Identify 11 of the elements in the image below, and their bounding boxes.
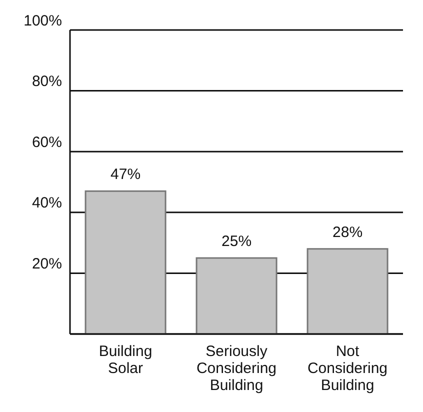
y-tick-label: 100% [24, 12, 62, 30]
x-tick-label: Not Considering Building [307, 343, 388, 394]
y-tick-label: 80% [32, 73, 62, 90]
data-label: 25% [222, 233, 252, 250]
data-label: 28% [332, 224, 363, 241]
y-tick-label: 40% [32, 194, 62, 212]
x-tick-label: Building Solar [98, 343, 152, 377]
y-tick-label: 20% [32, 256, 62, 273]
x-tick-label: Seriously Considering Building [196, 343, 277, 394]
data-label: 47% [110, 166, 141, 184]
y-tick-label: 60% [32, 134, 62, 151]
